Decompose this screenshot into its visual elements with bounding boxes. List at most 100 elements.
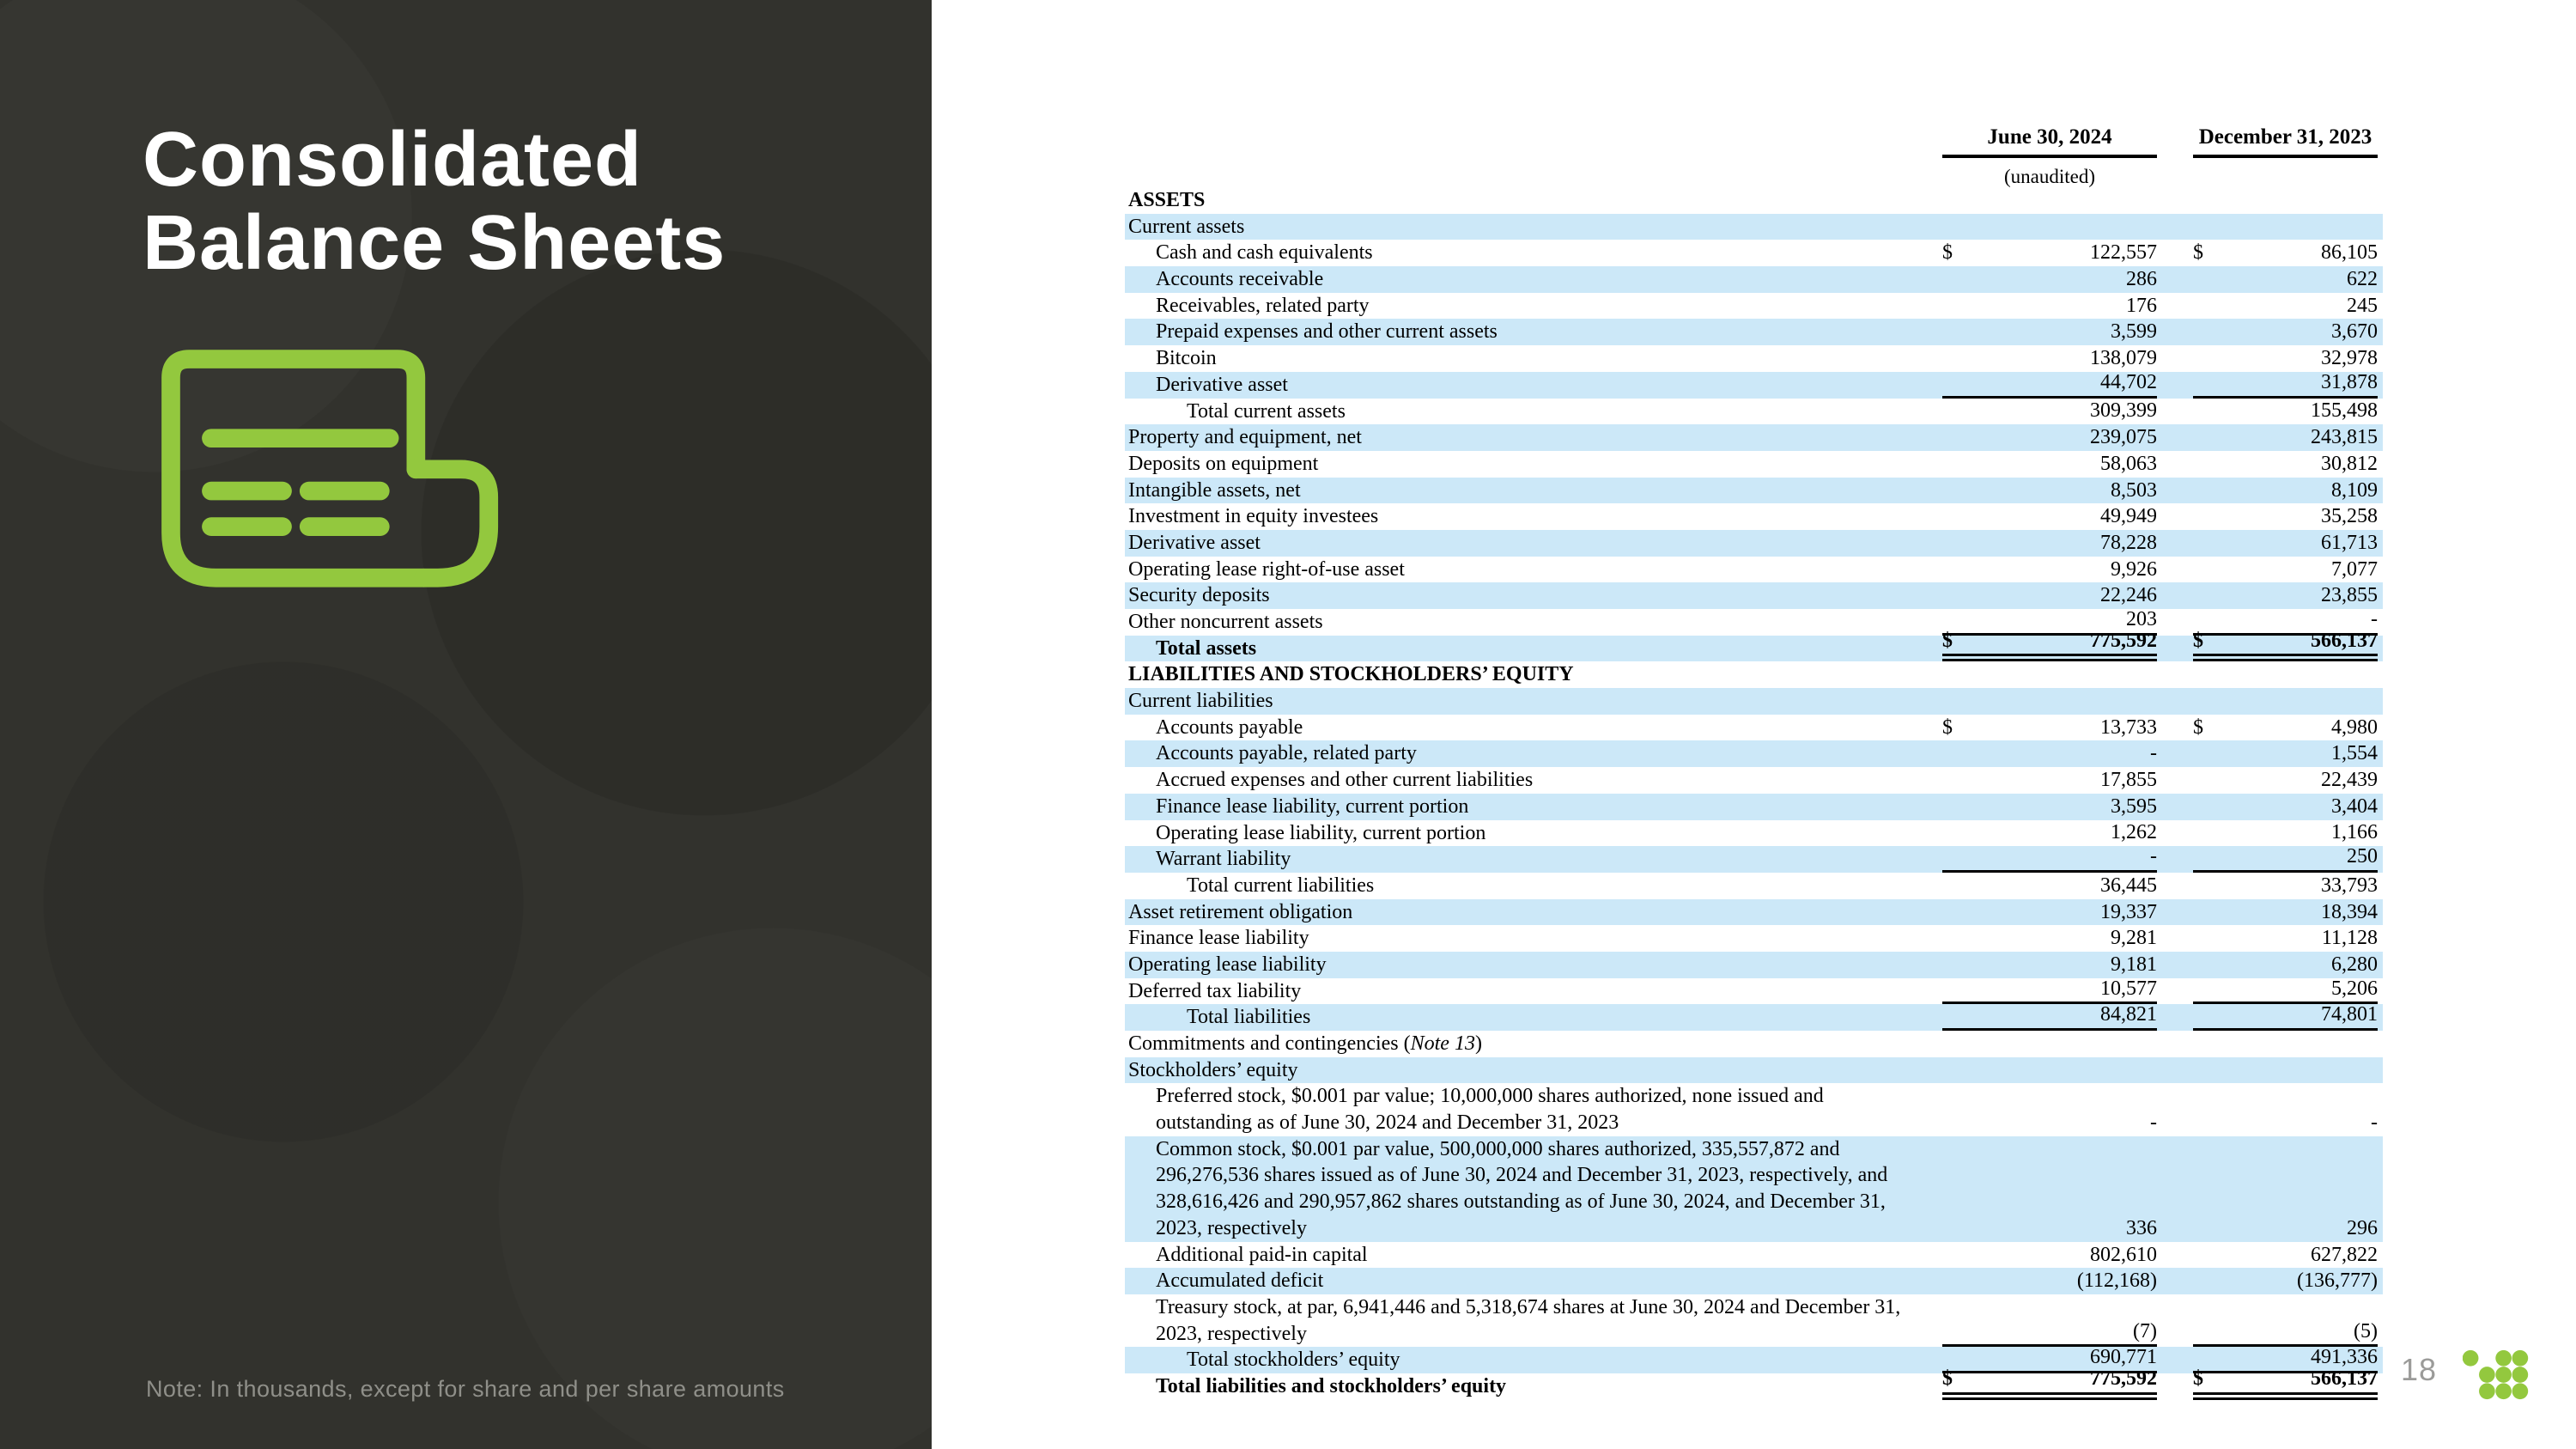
table-row: Accounts receivable 286 622 (1125, 266, 2383, 293)
amount-value: 30,812 (2321, 452, 2378, 475)
table-row: ASSETS (1125, 187, 2383, 214)
amount-cell: 802,610 (1942, 1242, 2157, 1269)
amount-cell: 78,228 (1942, 530, 2157, 557)
amount-cell: 3,404 (2193, 794, 2378, 820)
dots-grid-logo (2463, 1350, 2529, 1400)
amount-value: 336 (2126, 1216, 2157, 1239)
table-row: Commitments and contingencies (Note 13) (1125, 1031, 2383, 1057)
table-row: Other noncurrent assets 203 - (1125, 607, 2383, 636)
amount-value: 23,855 (2321, 584, 2378, 607)
amount-cell: $775,592 (1942, 630, 2157, 662)
amount-value: 243,815 (2311, 426, 2378, 449)
amount-cell: 6,280 (2193, 952, 2378, 978)
table-row: Total assets $775,592 $566,137 (1125, 630, 2383, 662)
amount-value: (112,168) (2076, 1269, 2157, 1293)
table-row: Operating lease liability 9,181 6,280 (1125, 951, 2383, 978)
amount-value: 239,075 (2090, 426, 2157, 449)
amount-value: 4,980 (2331, 715, 2378, 739)
table-row: Accumulated deficit (112,168) (136,777) (1125, 1268, 2383, 1294)
table-row: Accrued expenses and other current liabi… (1125, 767, 2383, 794)
amount-value: 49,949 (2100, 505, 2157, 528)
row-label: Total stockholders’ equity (1187, 1349, 1400, 1372)
amount-cell: 32,978 (2193, 345, 2378, 372)
amount-value: - (2150, 845, 2157, 868)
row-label: Accounts payable, related party (1156, 742, 1417, 765)
table-row: Finance lease liability 9,281 11,128 (1125, 925, 2383, 952)
amount-cell: 3,595 (1942, 794, 2157, 820)
table-row: Current liabilities (1125, 688, 2383, 715)
table-row: Total current liabilities 36,445 33,793 (1125, 873, 2383, 899)
amount-cell: (5) (2193, 1294, 2378, 1348)
amount-value: 78,228 (2100, 531, 2157, 554)
amount-value: (5) (2354, 1319, 2378, 1342)
amount-value: 9,926 (2111, 557, 2157, 581)
amount-value: 36,445 (2100, 874, 2157, 897)
row-label: Preferred stock, $0.001 par value; 10,00… (1156, 1085, 1824, 1135)
amount-value: 9,281 (2111, 927, 2157, 950)
amount-value: 245 (2347, 294, 2378, 317)
row-label: Commitments and contingencies (Note 13) (1128, 1032, 1482, 1055)
amount-value: - (2150, 742, 2157, 765)
amount-value: 1,166 (2331, 821, 2378, 844)
amount-value: 176 (2126, 294, 2157, 317)
amount-cell: 1,262 (1942, 820, 2157, 847)
amount-value: - (2371, 1111, 2378, 1135)
currency-symbol: $ (2193, 241, 2203, 265)
title-line-2: Balance Sheets (143, 200, 726, 286)
row-label: Total current assets (1187, 399, 1346, 423)
row-label: Derivative asset (1156, 373, 1288, 396)
row-label: Operating lease right-of-use asset (1128, 557, 1405, 581)
amount-cell: 74,801 (2193, 1003, 2378, 1031)
amount-value: (7) (2133, 1319, 2157, 1342)
row-label: Derivative asset (1128, 531, 1261, 554)
amount-value: 155,498 (2311, 399, 2378, 423)
amount-value: 18,394 (2321, 900, 2378, 923)
amount-cell: 9,281 (1942, 925, 2157, 952)
table-row: Prepaid expenses and other current asset… (1125, 319, 2383, 346)
table-row: Derivative asset 44,702 31,878 (1125, 371, 2383, 399)
table-row: Accounts payable, related party - 1,554 (1125, 740, 2383, 768)
row-label: Common stock, $0.001 par value, 500,000,… (1156, 1137, 1888, 1239)
amount-value: 690,771 (2090, 1346, 2157, 1369)
table-row: Warrant liability - 250 (1125, 845, 2383, 873)
amount-value: 33,793 (2321, 874, 2378, 897)
amount-cell: 35,258 (2193, 503, 2378, 530)
table-row: Receivables, related party 176 245 (1125, 293, 2383, 320)
table-row: Total liabilities and stockholders’ equi… (1125, 1367, 2383, 1400)
amount-cell: 23,855 (2193, 582, 2378, 609)
table-row: Property and equipment, net 239,075 243,81… (1125, 424, 2383, 451)
amount-value: 9,181 (2111, 953, 2157, 976)
amount-value: 775,592 (2090, 629, 2157, 652)
amount-value: 32,978 (2321, 347, 2378, 370)
amount-cell: 296 (2193, 1136, 2378, 1242)
balance-sheet-table: ASSETS Current assets Cash and cash equiva… (1125, 187, 2383, 1400)
amount-value: 296 (2347, 1216, 2378, 1239)
amount-value: 627,822 (2311, 1243, 2378, 1266)
table-row: Total current assets 309,399 155,498 (1125, 399, 2383, 425)
row-label: Receivables, related party (1156, 294, 1370, 317)
amount-cell: 61,713 (2193, 530, 2378, 557)
amount-value: 3,599 (2111, 320, 2157, 344)
newspaper-icon (161, 350, 499, 588)
table-row: Preferred stock, $0.001 par value; 10,00… (1125, 1083, 2383, 1135)
table-row: Bitcoin 138,079 32,978 (1125, 345, 2383, 372)
currency-symbol: $ (1942, 241, 1953, 265)
amount-value: - (2150, 1111, 2157, 1135)
table-row: Finance lease liability, current portion… (1125, 793, 2383, 820)
row-label: Deposits on equipment (1128, 452, 1319, 475)
row-label: Operating lease liability, current porti… (1156, 821, 1486, 844)
table-row: Operating lease right-of-use asset 9,926 7… (1125, 557, 2383, 583)
amount-cell: - (2193, 1083, 2378, 1135)
amount-cell: 690,771 (1942, 1346, 2157, 1374)
amount-cell: $566,137 (2193, 1367, 2378, 1400)
amount-value: - (2371, 607, 2378, 630)
amount-value: 491,336 (2311, 1346, 2378, 1369)
table-row: Deposits on equipment 58,063 30,812 (1125, 451, 2383, 478)
amount-value: 11,128 (2321, 927, 2378, 950)
row-label: Current liabilities (1128, 690, 1273, 713)
amount-value: 138,079 (2090, 347, 2157, 370)
amount-cell: 622 (2193, 266, 2378, 293)
amount-cell: 17,855 (1942, 767, 2157, 794)
row-label: Deferred tax liability (1128, 979, 1302, 1002)
row-label: Other noncurrent assets (1128, 611, 1323, 633)
